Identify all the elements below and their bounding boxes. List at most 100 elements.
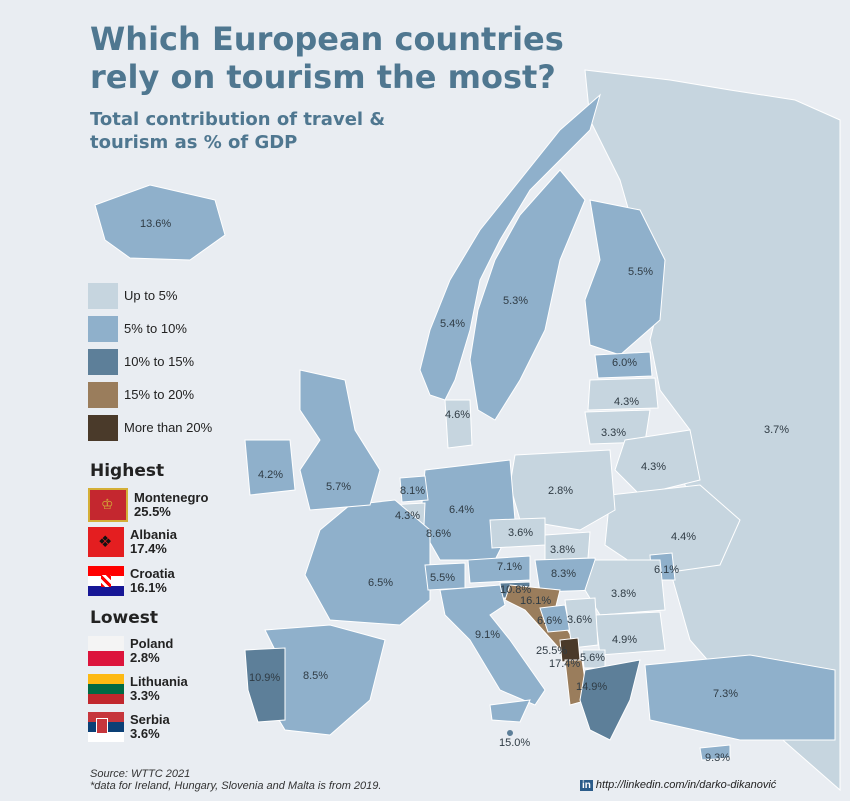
austria-value: 7.1%	[497, 561, 522, 573]
legend-item: 15% to 20%	[88, 378, 212, 411]
sweden-region	[469, 169, 586, 421]
legend-label: More than 20%	[124, 420, 213, 435]
highest-entry: ❖ Albania 17.4%	[88, 527, 177, 557]
montenegro-flag-icon: ♔	[88, 488, 128, 522]
sicily-region	[489, 699, 531, 723]
page-title: Which European countries rely on tourism…	[90, 20, 564, 96]
slovakia-value: 3.8%	[550, 544, 575, 556]
legend-label: 5% to 10%	[124, 321, 187, 336]
russia-value: 3.7%	[764, 424, 789, 436]
entry-country: Croatia	[130, 566, 175, 581]
entry-country: Poland	[130, 636, 174, 651]
montenegro-value: 25.5%	[536, 645, 567, 657]
uk-region	[299, 369, 381, 511]
portugal-value: 10.9%	[249, 672, 280, 684]
estonia-value: 6.0%	[612, 357, 637, 369]
entry-value: 17.4%	[130, 541, 167, 556]
credit-link[interactable]: in http://linkedin.com/in/darko-dikanovi…	[580, 779, 776, 791]
czechia-value: 3.6%	[508, 527, 533, 539]
romania-region	[584, 559, 666, 616]
poland-flag-icon	[88, 636, 124, 666]
source-text: Source: WTTC 2021	[90, 768, 191, 780]
legend-item: 5% to 10%	[88, 312, 212, 345]
spain-value: 8.5%	[303, 670, 328, 682]
serbia-flag-icon	[88, 712, 124, 742]
entry-country: Montenegro	[134, 490, 209, 505]
finland-value: 5.5%	[628, 266, 653, 278]
bosnia-value: 6.6%	[537, 615, 562, 627]
highest-heading: Highest	[90, 461, 165, 481]
estonia-region	[594, 351, 653, 379]
uk-value: 5.7%	[326, 481, 351, 493]
italy-value: 9.1%	[475, 629, 500, 641]
legend-swatch	[88, 414, 118, 441]
highest-entry: Croatia 16.1%	[88, 566, 175, 596]
legend-item: Up to 5%	[88, 279, 212, 312]
entry-value: 2.8%	[130, 650, 160, 665]
romania-value: 3.8%	[611, 588, 636, 600]
ukraine-region	[604, 484, 741, 576]
latvia-value: 4.3%	[614, 396, 639, 408]
serbia-region	[564, 597, 599, 649]
iceland-region	[94, 184, 226, 261]
footnote-text: *data for Ireland, Hungary, Slovenia and…	[90, 780, 382, 792]
entry-country: Lithuania	[130, 674, 188, 689]
bulgaria-value: 4.9%	[612, 634, 637, 646]
serbia-value: 3.6%	[567, 614, 592, 626]
entry-value: 16.1%	[130, 580, 167, 595]
legend-label: Up to 5%	[124, 288, 178, 303]
croatia-value: 16.1%	[520, 595, 551, 607]
austria-region	[467, 555, 531, 584]
slovenia-value: 10.8%	[500, 584, 531, 596]
legend-swatch	[88, 315, 118, 342]
source-note: Source: WTTC 2021 *data for Ireland, Hun…	[90, 768, 381, 792]
legend-swatch	[88, 381, 118, 408]
lowest-heading: Lowest	[90, 608, 158, 628]
entry-value: 3.6%	[130, 726, 160, 741]
legend: Up to 5% 5% to 10% 10% to 15% 15% to 20%…	[88, 279, 212, 444]
credit-url[interactable]: http://linkedin.com/in/darko-dikanović	[595, 779, 777, 791]
lithuania-value: 3.3%	[601, 427, 626, 439]
netherlands-value: 8.1%	[400, 485, 425, 497]
belarus-region	[614, 429, 701, 496]
france-region	[304, 499, 431, 626]
highest-entry: ♔ Montenegro 25.5%	[88, 488, 208, 522]
bulgaria-region	[594, 611, 666, 656]
lowest-entry: Poland 2.8%	[88, 636, 173, 666]
norway-value: 5.4%	[440, 318, 465, 330]
netherlands-region	[399, 475, 429, 503]
denmark-value: 4.6%	[445, 409, 470, 421]
page-subtitle: Total contribution of travel & tourism a…	[90, 109, 386, 153]
legend-item: 10% to 15%	[88, 345, 212, 378]
lithuania-flag-icon	[88, 674, 124, 704]
latvia-region	[587, 377, 659, 411]
italy-region	[439, 584, 546, 706]
cyprus-value: 9.3%	[705, 752, 730, 764]
ireland-region	[244, 439, 296, 496]
sweden-value: 5.3%	[503, 295, 528, 307]
france-value: 6.5%	[368, 577, 393, 589]
legend-label: 15% to 20%	[124, 387, 195, 402]
legend-label: 10% to 15%	[124, 354, 195, 369]
entry-value: 25.5%	[134, 504, 171, 519]
albania-flag-icon: ❖	[88, 527, 124, 557]
lowest-entry: Lithuania 3.3%	[88, 674, 188, 704]
denmark-region	[444, 399, 473, 449]
malta-region	[507, 730, 513, 736]
entry-country: Albania	[130, 527, 177, 542]
north-macedonia-value: 5.6%	[580, 652, 605, 664]
ireland-value: 4.2%	[258, 469, 283, 481]
legend-swatch	[88, 348, 118, 375]
entry-country: Serbia	[130, 712, 170, 727]
turkey-value: 7.3%	[713, 688, 738, 700]
cyprus-region	[699, 744, 731, 761]
ukraine-value: 4.4%	[671, 531, 696, 543]
switzerland-value: 5.5%	[430, 572, 455, 584]
croatia-flag-icon	[88, 566, 124, 596]
malta-value: 15.0%	[499, 737, 530, 749]
hungary-value: 8.3%	[551, 568, 576, 580]
belgium-value: 4.3%	[395, 510, 420, 522]
moldova-value: 6.1%	[654, 564, 679, 576]
legend-swatch	[88, 282, 118, 309]
